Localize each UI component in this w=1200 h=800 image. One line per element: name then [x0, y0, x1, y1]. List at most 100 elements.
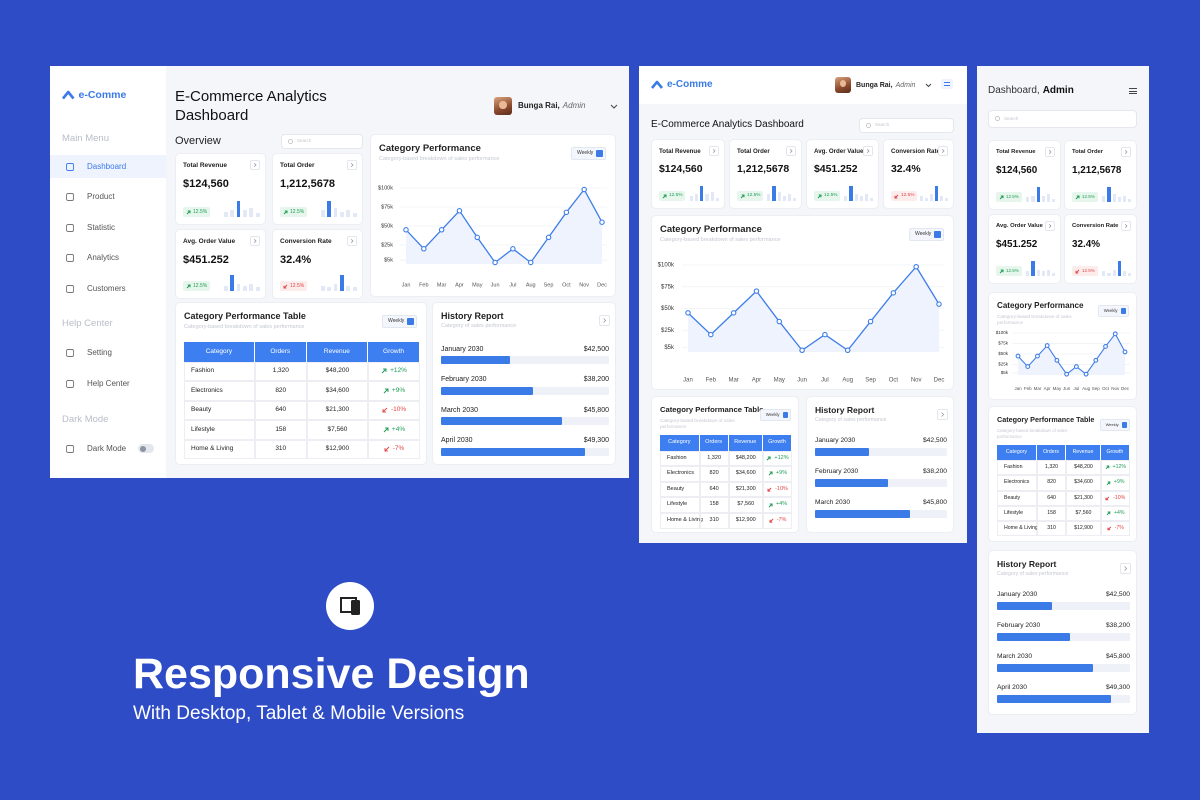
search-placeholder: Search: [1004, 115, 1019, 121]
cell-text: 158: [275, 425, 287, 433]
chevron-button[interactable]: [1120, 563, 1131, 574]
history-label: April 2030: [441, 437, 473, 444]
chevron-button[interactable]: [250, 160, 260, 170]
line-point: [1103, 344, 1108, 349]
cell-text: $34,600: [735, 470, 756, 477]
chevron-button[interactable]: [1045, 147, 1055, 157]
spark-bar: [327, 287, 332, 291]
spark-bar: [930, 194, 934, 201]
nav-icon: [66, 162, 74, 171]
chevron-button[interactable]: [709, 146, 719, 156]
chevron-path: [253, 238, 257, 244]
nav-item[interactable]: Help Center: [50, 372, 166, 395]
y-tick-label: $50k: [661, 306, 675, 312]
table-cell: Beauty: [184, 400, 255, 420]
search-box[interactable]: Search: [988, 110, 1137, 128]
arrow-path: [817, 194, 822, 198]
line: [687, 265, 940, 352]
chevron-button[interactable]: [863, 146, 873, 156]
nav-item[interactable]: Statistic: [50, 216, 166, 239]
table-cell: $48,200: [728, 450, 763, 467]
table-cell: 640: [254, 400, 307, 420]
cell-text: 310: [275, 445, 287, 452]
nav-item[interactable]: Setting: [50, 341, 166, 364]
column-label: Revenue: [1072, 448, 1094, 455]
table-cell: Home & Living: [660, 513, 703, 529]
chevron-button[interactable]: [1121, 147, 1131, 157]
growth-value: -7%: [1114, 524, 1124, 531]
x-tick-label: Dec: [597, 282, 607, 288]
chevron-button[interactable]: [1045, 221, 1055, 231]
x-tick-label: Sep: [865, 378, 876, 384]
nav-item[interactable]: Product: [50, 186, 166, 209]
kpi-change-text: 12.5%: [1082, 267, 1095, 273]
arrow-path: [283, 210, 288, 214]
chevron-button[interactable]: [250, 236, 260, 246]
history-label: January 2030: [997, 590, 1038, 598]
chevron-icon: [1124, 149, 1128, 155]
toggle[interactable]: [138, 444, 154, 453]
chevron-button[interactable]: [599, 315, 610, 326]
menu-button[interactable]: [941, 79, 953, 89]
trend-arrow: [1106, 511, 1111, 516]
nav-item[interactable]: Analytics: [50, 247, 166, 270]
cell-text: Lifestyle: [667, 501, 688, 508]
card: Total Order 1,212,5678 12.5%: [729, 139, 802, 209]
brand: e-Comme: [651, 80, 713, 90]
progress-track: [441, 356, 609, 364]
history-label: February 2030: [815, 467, 859, 475]
kpi-label: Total Order: [280, 162, 315, 169]
search-box[interactable]: Search: [859, 118, 954, 133]
chevron-button[interactable]: [938, 146, 948, 156]
search-box[interactable]: Search: [281, 134, 363, 149]
table-cell: $34,600: [728, 466, 763, 482]
filter-button[interactable]: Weekly: [759, 409, 792, 421]
chevron-icon: [350, 162, 354, 168]
kpi-change: 12.5%: [280, 207, 308, 217]
cell-text: Electronics: [667, 470, 694, 477]
trend-arrow: [1105, 496, 1110, 501]
table-cell: $7,560: [1066, 505, 1101, 521]
line-chart: $5k $25k $50k $75k $100k Jan Feb Mar Apr May Jun Ju…: [996, 330, 1130, 391]
trend-arrow: [894, 194, 899, 198]
nav-item[interactable]: Dark Mode: [50, 437, 166, 460]
kpi-label: Total Order: [737, 148, 770, 155]
spark-bar: [705, 194, 709, 201]
kpi-change-text: 12.5%: [1006, 267, 1019, 273]
nav-item[interactable]: Dashboard: [50, 155, 166, 178]
chevron-icon: [350, 238, 354, 244]
filter-icon: [1120, 308, 1127, 314]
filter-button[interactable]: Weekly: [1097, 305, 1130, 317]
card: Avg. Order Value $451.252 12.5%: [988, 214, 1061, 284]
icon-shape: [66, 254, 74, 262]
filter-button[interactable]: Weekly: [1099, 419, 1131, 431]
hamburger-menu[interactable]: [1129, 88, 1137, 94]
spark-bar: [1051, 198, 1056, 202]
filter-button[interactable]: Weekly: [382, 315, 418, 328]
brand: e-Comme: [62, 90, 126, 101]
table-cell: Lifestyle: [184, 420, 255, 440]
table-cell: Home & Living: [997, 521, 1038, 537]
nav-item[interactable]: Customers: [50, 277, 166, 300]
chevron-button[interactable]: [786, 146, 796, 156]
x-tick-label: Feb: [1024, 386, 1032, 391]
chevron-button[interactable]: [347, 160, 357, 170]
cell-text: 158: [1047, 509, 1056, 516]
chevron-button[interactable]: [1121, 221, 1131, 231]
x-tick-label: Aug: [1082, 386, 1091, 391]
card-title: Category Performance Table: [997, 415, 1095, 424]
kpi-label: Avg. Order Value: [996, 223, 1043, 229]
filter-button[interactable]: Weekly: [571, 147, 607, 160]
nav-icon: [66, 444, 74, 453]
cell-text: Fashion: [191, 367, 215, 374]
line-point: [1083, 371, 1089, 377]
arrow-path: [1075, 269, 1080, 273]
table-cell: 1,320: [254, 361, 307, 381]
filter-button[interactable]: Weekly: [909, 228, 945, 241]
chevron-button[interactable]: [937, 409, 948, 420]
chevron-button[interactable]: [347, 236, 357, 246]
user-role: Admin: [562, 101, 586, 110]
spark-bar: [1107, 187, 1111, 202]
kpi-change: 12.5%: [659, 191, 686, 201]
column-label: Growth: [383, 347, 404, 355]
